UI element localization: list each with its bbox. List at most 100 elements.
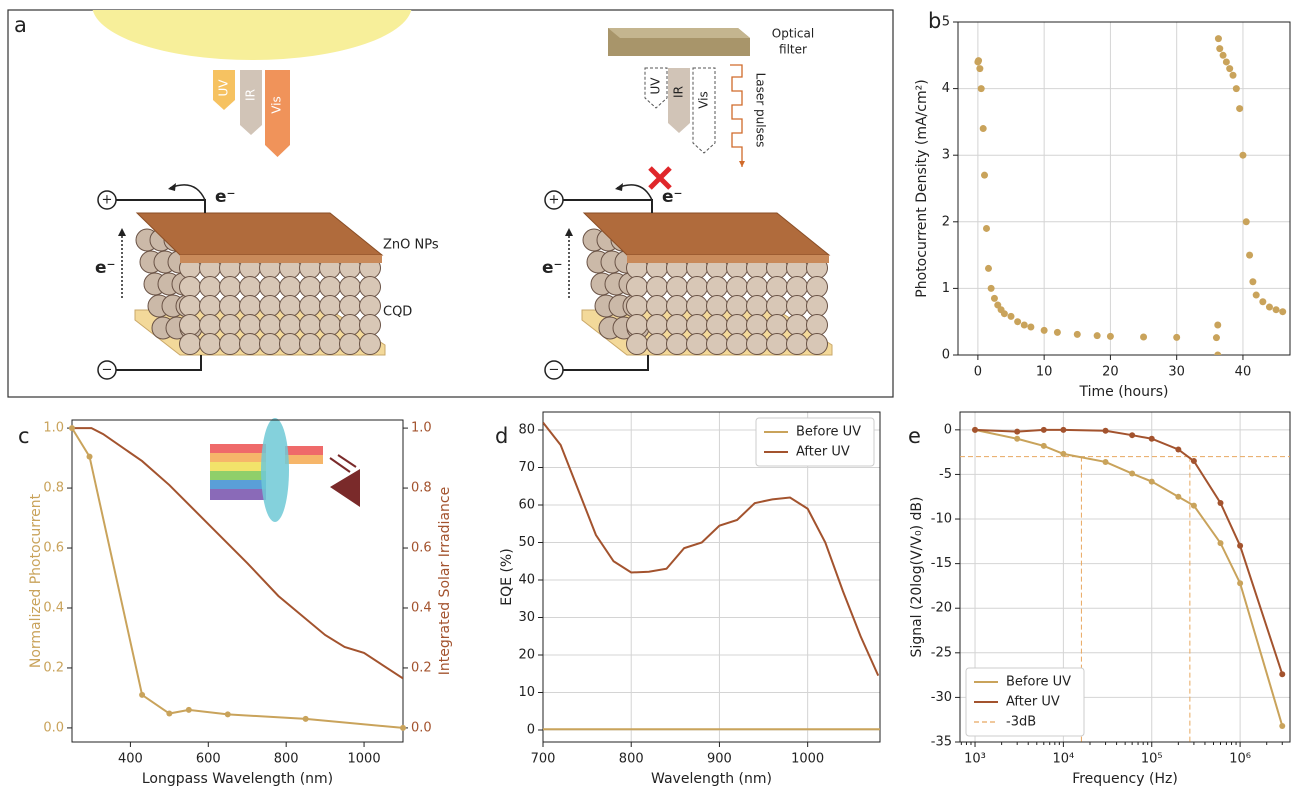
- point: [1253, 292, 1260, 299]
- point: [988, 285, 995, 292]
- marker: [1279, 671, 1285, 677]
- panel-label: a: [14, 13, 27, 37]
- dot: [360, 277, 381, 298]
- dot: [647, 277, 668, 298]
- dot: [747, 277, 768, 298]
- dot: [280, 315, 301, 336]
- marker: [1060, 451, 1066, 457]
- legend-label: Before UV: [796, 425, 861, 440]
- dot: [667, 277, 688, 298]
- dot: [687, 296, 708, 317]
- dot: [180, 315, 201, 336]
- point: [1054, 329, 1061, 336]
- y-tick-label: 60: [518, 498, 535, 513]
- dot: [707, 277, 728, 298]
- ir-beam: [668, 68, 690, 133]
- plot-area: [543, 423, 880, 730]
- dot: [220, 315, 241, 336]
- dot: [240, 277, 261, 298]
- dot: [220, 277, 241, 298]
- x-axis-label: Frequency (Hz): [1072, 771, 1178, 787]
- dot: [807, 334, 828, 355]
- dot: [300, 315, 321, 336]
- stripe: [210, 444, 266, 453]
- point: [1226, 65, 1233, 72]
- electron-label: e⁻: [542, 258, 563, 278]
- marker: [1237, 580, 1243, 586]
- y-tick-label: 10: [518, 685, 535, 700]
- x-tick-label: 800: [619, 752, 644, 767]
- dot: [727, 277, 748, 298]
- electron-label: e⁻: [215, 187, 236, 207]
- point: [1279, 308, 1286, 315]
- y-tick-label: 0.0: [43, 720, 64, 735]
- marker: [1014, 436, 1020, 442]
- optical-filter-top: [608, 28, 750, 38]
- dot: [627, 334, 648, 355]
- dot: [180, 334, 201, 355]
- dot: [180, 277, 201, 298]
- point: [1214, 322, 1221, 329]
- y-tick-label: 70: [518, 460, 535, 475]
- marker: [1279, 723, 1285, 729]
- y-axis-label: Normalized Photocurrent: [28, 493, 44, 668]
- y2-axis-label: Integrated Solar Irradiance: [437, 487, 453, 675]
- dot: [340, 277, 361, 298]
- lens: [261, 418, 289, 522]
- marker: [225, 711, 231, 717]
- x-tick-label: 900: [707, 752, 732, 767]
- dot: [747, 296, 768, 317]
- point: [1021, 322, 1028, 329]
- x-tick-label: 400: [118, 752, 143, 767]
- dot: [240, 296, 261, 317]
- point: [978, 85, 985, 92]
- point: [976, 65, 983, 72]
- y-tick-label: -10: [931, 512, 952, 527]
- plot-frame: [958, 22, 1290, 355]
- marker: [1041, 427, 1047, 433]
- y-tick-label: 0: [527, 723, 535, 738]
- dot: [767, 334, 788, 355]
- x-tick-label: 700: [531, 752, 556, 767]
- y-tick-label: 3: [942, 148, 950, 163]
- x-tick-label: 30: [1168, 365, 1185, 380]
- figure: UVIRVisUVIRVisOpticalfilterLaser pulses+…: [0, 0, 1293, 790]
- dot: [280, 296, 301, 317]
- marker: [139, 692, 145, 698]
- dot: [627, 296, 648, 317]
- chart: e10³10⁴10⁵10⁶-35-30-25-20-15-10-50Freque…: [908, 412, 1290, 787]
- marker: [1191, 458, 1197, 464]
- point: [1215, 35, 1222, 42]
- x-axis-label: Wavelength (nm): [651, 771, 772, 787]
- dot: [707, 334, 728, 355]
- marker: [1149, 479, 1155, 485]
- y-tick-label: 2: [942, 214, 950, 229]
- y-tick-label: 40: [518, 573, 535, 588]
- line: [975, 430, 1282, 674]
- point: [1041, 327, 1048, 334]
- marker: [1129, 471, 1135, 477]
- y2-tick-label: 0.8: [411, 481, 432, 496]
- point: [991, 295, 998, 302]
- stripe: [210, 471, 266, 480]
- point: [1249, 278, 1256, 285]
- dot: [320, 296, 341, 317]
- dot: [707, 296, 728, 317]
- marker: [87, 454, 93, 460]
- light-label: Vis: [697, 91, 711, 109]
- dot: [687, 277, 708, 298]
- point: [1233, 85, 1240, 92]
- dot: [747, 315, 768, 336]
- y-tick-label: 0.6: [43, 541, 64, 556]
- marker: [1237, 543, 1243, 549]
- y-tick-label: 0.2: [43, 660, 64, 675]
- dot: [647, 296, 668, 317]
- marker: [1014, 429, 1020, 435]
- point: [1259, 298, 1266, 305]
- marker: [972, 427, 978, 433]
- dot: [340, 315, 361, 336]
- point: [1230, 72, 1237, 79]
- x-axis-label: Time (hours): [1079, 384, 1169, 400]
- dot: [260, 277, 281, 298]
- light-label: UV: [649, 77, 663, 95]
